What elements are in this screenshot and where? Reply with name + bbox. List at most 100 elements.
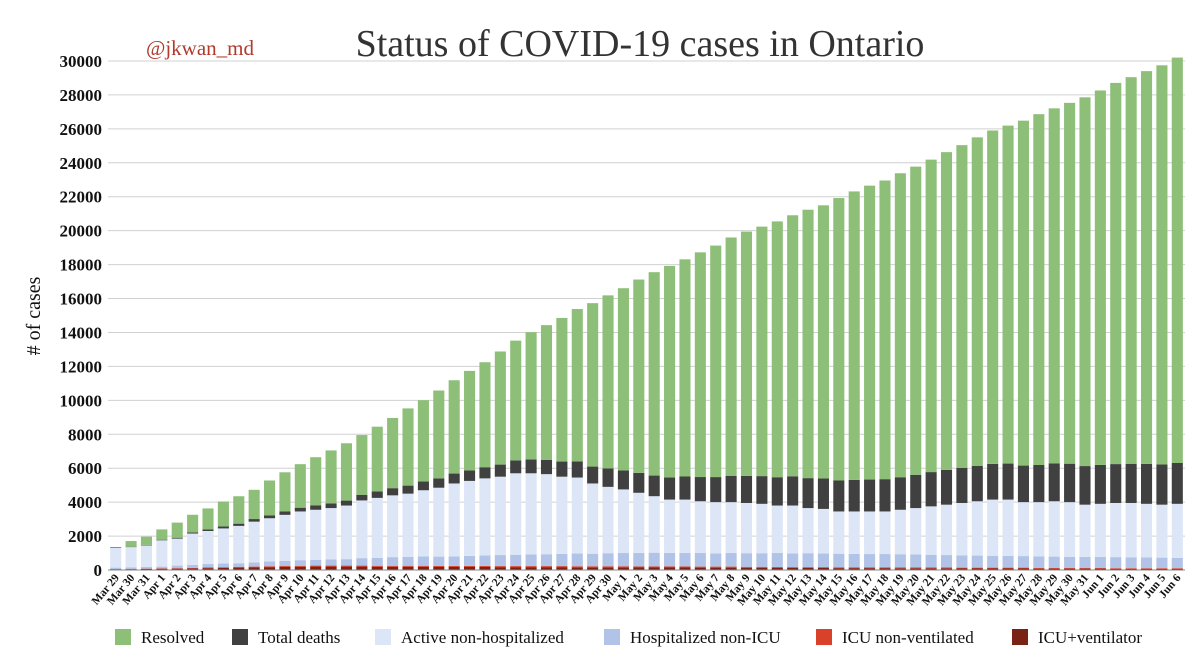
bar-segment (1156, 558, 1167, 569)
bar-segment (756, 476, 767, 504)
bar-segment (479, 478, 490, 555)
bar-segment (1018, 502, 1029, 556)
bar-segment (418, 400, 429, 481)
bar-segment (926, 472, 937, 506)
bar-segment (1079, 466, 1090, 505)
bar-segment (1095, 557, 1106, 568)
bar-segment (356, 495, 367, 501)
bar-segment (910, 167, 921, 475)
bar-segment (110, 548, 121, 568)
legend-label: Total deaths (258, 628, 340, 647)
bar-segment (1003, 556, 1014, 568)
bar-segment (541, 566, 552, 567)
bar-segment (449, 474, 460, 484)
bar-segment (818, 554, 829, 568)
bar-segment (1110, 557, 1121, 568)
bar-segment (1172, 568, 1183, 569)
bar-segment (110, 568, 121, 569)
bar-segment (141, 545, 152, 567)
bar-segment (156, 540, 167, 566)
bar-segment (726, 502, 737, 553)
y-tick-label: 2000 (68, 527, 102, 546)
bar-segment (649, 476, 660, 497)
bar-segment (264, 562, 275, 567)
y-tick-label: 30000 (60, 52, 103, 71)
bar-segment (833, 198, 844, 480)
bar-segment (372, 427, 383, 492)
bar-segment (402, 494, 413, 557)
bar-segment (249, 490, 260, 519)
bar-segment (1064, 557, 1075, 568)
bar-segment (972, 556, 983, 568)
bar-segment (326, 450, 337, 503)
bar-segment (1064, 103, 1075, 464)
bar-segment (787, 567, 798, 568)
bar-segment (372, 566, 383, 567)
bar-segment (849, 191, 860, 480)
bar-segment (572, 461, 583, 477)
bar-segment (695, 501, 706, 553)
bar-segment (787, 476, 798, 505)
bar-segment (741, 553, 752, 567)
bar-segment (449, 556, 460, 566)
bar-segment (1126, 568, 1137, 569)
bar-segment (987, 556, 998, 568)
bar-segment (587, 554, 598, 567)
bar-segment (741, 567, 752, 568)
bar-segment (803, 508, 814, 553)
bar-segment (264, 515, 275, 518)
bar-segment (510, 341, 521, 461)
bar-segment (1126, 464, 1137, 503)
bar-segment (756, 553, 767, 567)
bar-segment (341, 566, 352, 567)
bar-segment (1095, 568, 1106, 569)
bar-segment (1018, 121, 1029, 466)
bar-segment (541, 325, 552, 460)
bar-segment (803, 210, 814, 478)
bar-segment (695, 553, 706, 567)
bar-segment (587, 467, 598, 484)
bar-segment (172, 566, 183, 569)
bar-segment (556, 477, 567, 554)
bar-segment (803, 567, 814, 568)
bar-segment (987, 464, 998, 500)
bar-segment (279, 511, 290, 514)
bar-segment (172, 568, 183, 569)
bar-segment (833, 481, 844, 512)
bar-segment (418, 556, 429, 565)
bar-segment (772, 477, 783, 505)
bar-segment (464, 481, 475, 556)
bar-segment (956, 145, 967, 468)
bar-segment (710, 567, 721, 568)
bar-segment (341, 567, 352, 570)
bar-segment (233, 563, 244, 567)
bar-segment (202, 564, 213, 567)
bar-segment (679, 500, 690, 553)
bar-segment (326, 508, 337, 559)
bar-segment (1049, 501, 1060, 556)
bar-segment (726, 553, 737, 567)
bar-segment (264, 518, 275, 561)
bar-segment (910, 475, 921, 508)
bar-segment (187, 568, 198, 569)
bar-segment (602, 553, 613, 566)
bar-segment (602, 469, 613, 487)
bar-segment (356, 435, 367, 495)
bar-segment (341, 443, 352, 500)
bar-segment (1095, 504, 1106, 557)
bar-segment (879, 554, 890, 567)
y-axis-label: # of cases (23, 276, 45, 355)
bar-segment (126, 567, 137, 569)
bar-segment (587, 566, 598, 567)
bar-segment (1049, 568, 1060, 569)
bar-segment (541, 554, 552, 566)
bar-segment (449, 566, 460, 567)
bar-segment (326, 559, 337, 565)
bar-segment (249, 522, 260, 563)
bar-segment (402, 486, 413, 494)
bar-segment (695, 252, 706, 477)
bar-segment (572, 478, 583, 554)
bar-segment (279, 566, 290, 567)
bar-segment (772, 553, 783, 567)
bar-segment (526, 332, 537, 459)
